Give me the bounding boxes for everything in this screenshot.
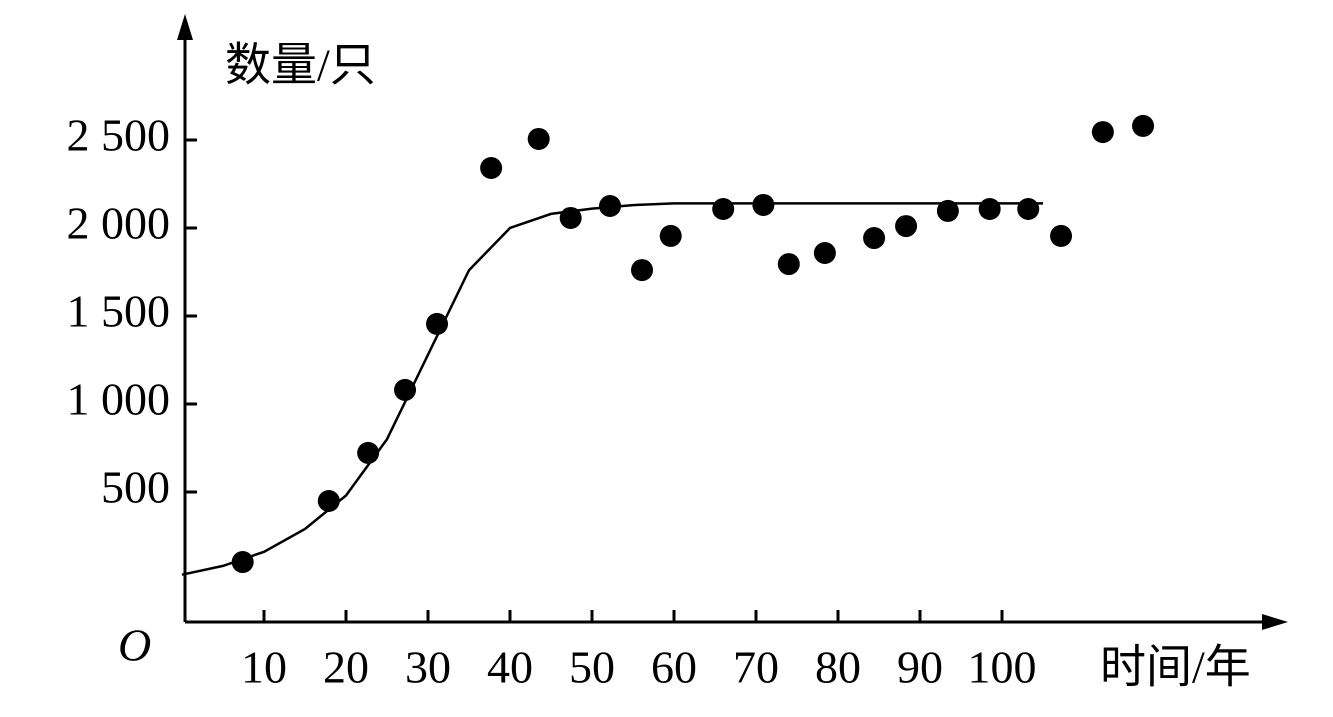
origin-label: O (118, 620, 151, 671)
data-point (863, 227, 886, 250)
x-tick-label: 10 (241, 642, 287, 693)
data-point (1132, 114, 1155, 137)
x-tick-label: 70 (733, 642, 779, 693)
x-tick-label: 100 (968, 642, 1037, 693)
x-tick-label: 30 (405, 642, 451, 693)
data-point (1017, 197, 1040, 220)
y-tick-label: 1 000 (67, 374, 171, 425)
y-axis-label: 数量/只 (225, 40, 376, 91)
data-point (813, 241, 836, 264)
y-tick-label: 1 500 (67, 286, 171, 337)
x-arrow (1262, 614, 1288, 630)
x-tick-label: 60 (651, 642, 697, 693)
data-point (527, 127, 550, 150)
data-point (752, 193, 775, 216)
x-tick-label: 80 (815, 642, 861, 693)
data-point (1050, 224, 1073, 247)
fit-curve (181, 202, 1043, 576)
data-point (394, 378, 417, 401)
x-tick-label: 20 (323, 642, 369, 693)
x-tick-label: 90 (897, 642, 943, 693)
data-point (480, 156, 503, 179)
data-point (712, 197, 735, 220)
data-point (631, 259, 654, 282)
data-point (895, 215, 918, 238)
data-point (777, 253, 800, 276)
y-tick-label: 500 (101, 462, 170, 513)
data-point (1091, 121, 1114, 144)
y-arrow (177, 14, 193, 40)
y-tick-label: 2 500 (67, 110, 171, 161)
x-axis-label: 时间/年 (1100, 642, 1251, 693)
data-point (936, 199, 959, 222)
data-point (659, 224, 682, 247)
y-tick-label: 2 000 (67, 198, 171, 249)
x-tick-label: 50 (569, 642, 615, 693)
data-point (426, 312, 449, 335)
data-point (978, 197, 1001, 220)
x-tick-label: 40 (487, 642, 533, 693)
